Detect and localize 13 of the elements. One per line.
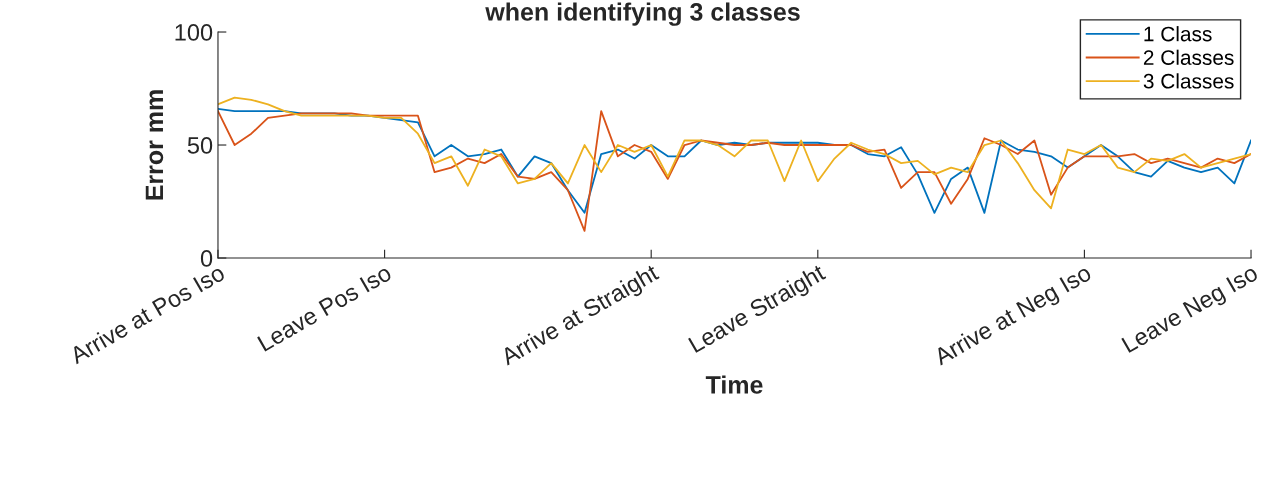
line-series bbox=[217, 110, 1252, 232]
y-axis-title: Error mm bbox=[145, 90, 164, 200]
y-tick-label: 0 bbox=[200, 250, 213, 267]
y-tick-label: 50 bbox=[187, 137, 213, 154]
chart-title: when identifying 3 classes bbox=[485, 2, 800, 26]
legend-label: 3 Classes bbox=[1143, 73, 1234, 89]
legend-label: 1 Class bbox=[1144, 26, 1212, 42]
legend-label: 2 Classes bbox=[1143, 49, 1234, 65]
x-tick-label: Leave Neg Iso bbox=[1121, 264, 1262, 358]
x-tick-label: Arrive at Pos Iso bbox=[68, 267, 226, 365]
y-tick-label: 100 bbox=[175, 24, 213, 41]
x-tick-label: Arrive at Neg Iso bbox=[932, 263, 1095, 370]
x-axis-title: Time bbox=[705, 375, 763, 394]
